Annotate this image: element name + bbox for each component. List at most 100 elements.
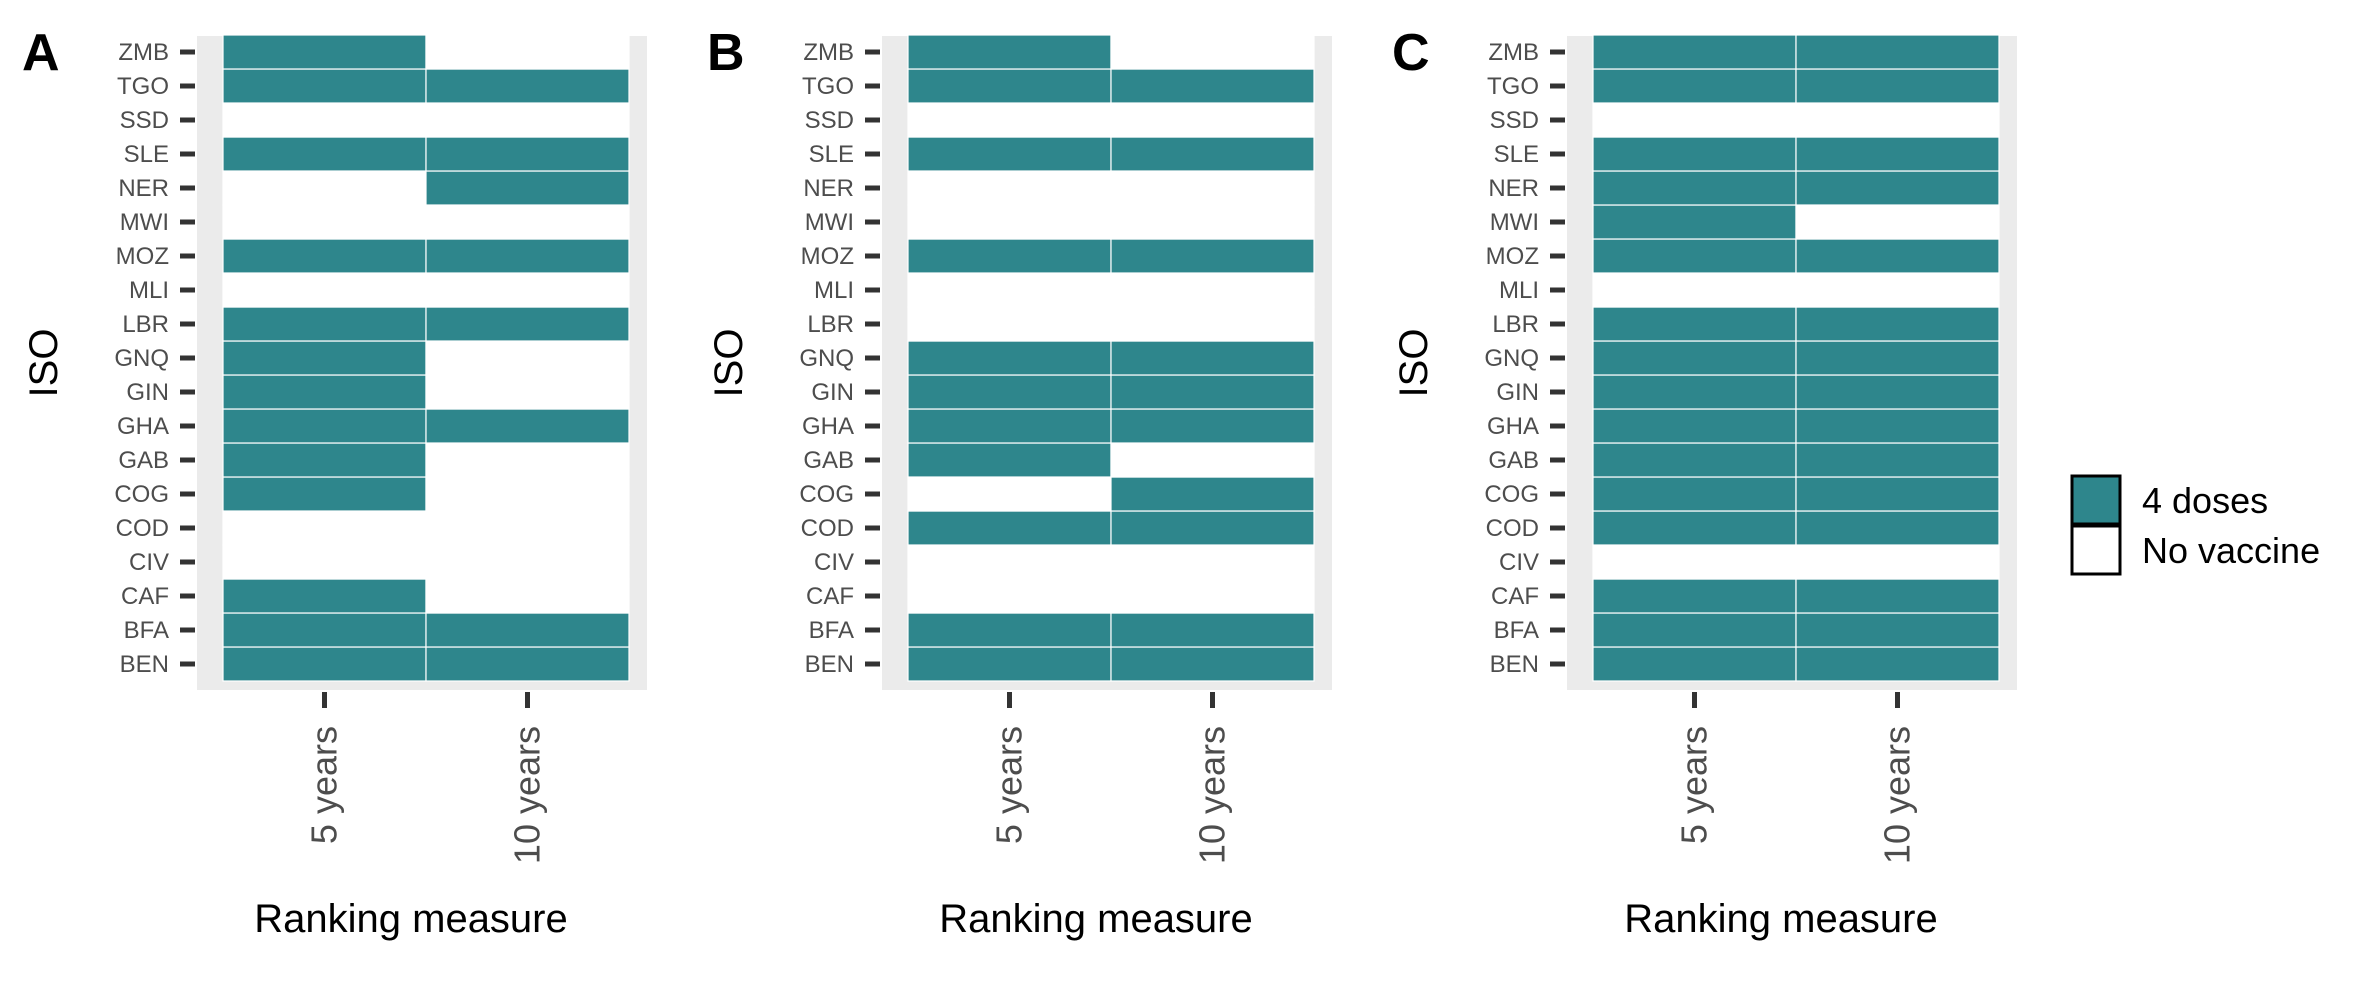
- y-tick-mark: [180, 185, 195, 191]
- x-axis-title: Ranking measure: [939, 897, 1253, 941]
- y-tick-mark: [865, 151, 880, 157]
- tile-gab-5y: [907, 442, 1112, 478]
- y-tick-mark: [865, 559, 880, 565]
- tile-mli-10y: [1795, 272, 2000, 308]
- y-tick-mark: [180, 593, 195, 599]
- tile-cod-5y: [222, 510, 427, 546]
- y-tick-mark: [1550, 287, 1565, 293]
- tile-tgo-10y: [425, 68, 630, 104]
- tile-zmb-5y: [907, 34, 1112, 70]
- y-tick-label: BEN: [1490, 651, 1539, 678]
- legend-key: [2070, 474, 2122, 526]
- tile-lbr-10y: [425, 306, 630, 342]
- y-tick-mark: [1550, 253, 1565, 259]
- y-tick-mark: [180, 219, 195, 225]
- tile-gha-5y: [222, 408, 427, 444]
- y-tick-mark: [1550, 117, 1565, 123]
- x-tick-label: 5 years: [304, 726, 345, 844]
- x-tick-label: 10 years: [1192, 726, 1233, 864]
- y-tick-mark: [865, 355, 880, 361]
- tile-sle-10y: [1795, 136, 2000, 172]
- x-tick-mark: [525, 692, 530, 708]
- tile-gnq-5y: [907, 340, 1112, 376]
- y-tick-label: TGO: [117, 73, 169, 100]
- x-tick-label: 5 years: [989, 726, 1030, 844]
- y-tick-mark: [1550, 355, 1565, 361]
- tile-gin-10y: [1110, 374, 1315, 410]
- tile-zmb-10y: [1795, 34, 2000, 70]
- tile-cog-5y: [1592, 476, 1797, 512]
- tile-lbr-10y: [1795, 306, 2000, 342]
- tile-mli-10y: [1110, 272, 1315, 308]
- y-tick-mark: [865, 627, 880, 633]
- y-tick-label: COG: [799, 481, 854, 508]
- tile-cog-5y: [222, 476, 427, 512]
- legend-label: No vaccine: [2142, 530, 2320, 571]
- y-tick-mark: [1550, 491, 1565, 497]
- x-tick-mark: [322, 692, 327, 708]
- y-tick-mark: [180, 559, 195, 565]
- tile-bfa-10y: [1795, 612, 2000, 648]
- tile-civ-10y: [425, 544, 630, 580]
- y-tick-label: CAF: [806, 583, 854, 610]
- tile-cog-10y: [1110, 476, 1315, 512]
- tile-ner-5y: [222, 170, 427, 206]
- panel-b: B BEN BFA CAF CIV COD COG GAB GHA GIN GNQ LBR MLI MOZ…: [707, 24, 1332, 941]
- y-tick-label: SLE: [124, 141, 169, 168]
- y-tick-label: GIN: [126, 379, 169, 406]
- tile-caf-5y: [222, 578, 427, 614]
- y-tick-mark: [180, 627, 195, 633]
- y-tick-mark: [180, 661, 195, 667]
- y-tick-label: GNQ: [799, 345, 854, 372]
- y-tick-mark: [180, 321, 195, 327]
- tile-sle-5y: [1592, 136, 1797, 172]
- y-tick-mark: [1550, 559, 1565, 565]
- tile-ssd-5y: [907, 102, 1112, 138]
- tile-lbr-5y: [222, 306, 427, 342]
- tile-caf-5y: [907, 578, 1112, 614]
- tile-gha-10y: [425, 408, 630, 444]
- tile-moz-5y: [907, 238, 1112, 274]
- x-axis-title: Ranking measure: [1624, 897, 1938, 941]
- tile-gha-10y: [1795, 408, 2000, 444]
- tile-ben-10y: [1110, 646, 1315, 682]
- tile-tgo-5y: [907, 68, 1112, 104]
- tile-lbr-5y: [907, 306, 1112, 342]
- x-tick-label: 5 years: [1674, 726, 1715, 844]
- y-tick-mark: [1550, 219, 1565, 225]
- y-tick-mark: [865, 389, 880, 395]
- tile-moz-10y: [425, 238, 630, 274]
- x-tick-label: 10 years: [507, 726, 548, 864]
- tile-cod-10y: [1110, 510, 1315, 546]
- y-tick-mark: [865, 185, 880, 191]
- y-tick-mark: [865, 321, 880, 327]
- y-tick-label: GIN: [811, 379, 854, 406]
- y-axis-title: ISO: [22, 329, 66, 398]
- x-tick-mark: [1895, 692, 1900, 708]
- y-tick-mark: [865, 287, 880, 293]
- y-tick-mark: [865, 457, 880, 463]
- y-tick-label: COG: [114, 481, 169, 508]
- y-tick-mark: [865, 219, 880, 225]
- tile-caf-5y: [1592, 578, 1797, 614]
- tile-mwi-10y: [1110, 204, 1315, 240]
- tile-ner-10y: [1110, 170, 1315, 206]
- tile-cod-5y: [907, 510, 1112, 546]
- tile-zmb-5y: [222, 34, 427, 70]
- tile-ssd-5y: [1592, 102, 1797, 138]
- tile-civ-5y: [222, 544, 427, 580]
- panel-letter: A: [22, 24, 60, 82]
- tile-gin-5y: [1592, 374, 1797, 410]
- y-tick-mark: [1550, 661, 1565, 667]
- tile-gnq-10y: [1110, 340, 1315, 376]
- y-tick-mark: [865, 83, 880, 89]
- tile-mli-5y: [222, 272, 427, 308]
- y-tick-label: MLI: [129, 277, 169, 304]
- tile-bfa-5y: [222, 612, 427, 648]
- y-tick-label: SLE: [1494, 141, 1539, 168]
- y-tick-label: CAF: [121, 583, 169, 610]
- tile-ssd-5y: [222, 102, 427, 138]
- tile-zmb-5y: [1592, 34, 1797, 70]
- tile-civ-10y: [1110, 544, 1315, 580]
